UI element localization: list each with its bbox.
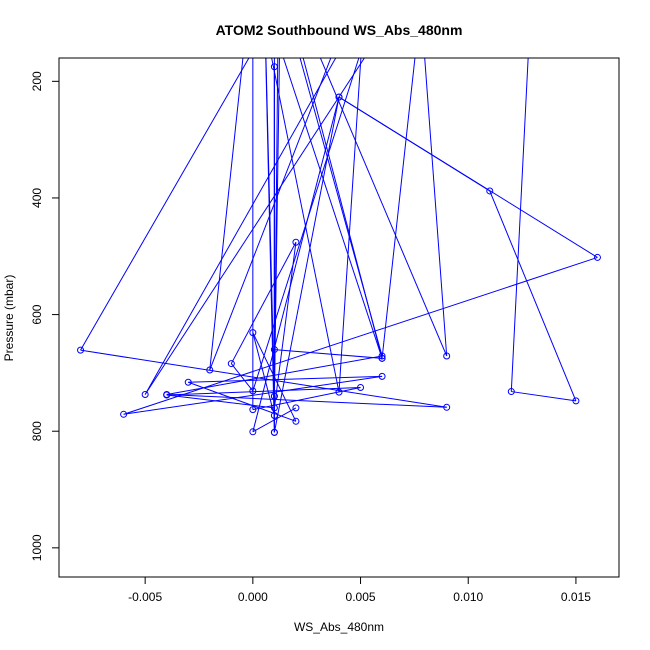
series-line-segment: [166, 394, 275, 409]
plot-frame: [58, 57, 620, 578]
series-line-segment: [510, 58, 529, 392]
chart-title: ATOM2 Southbound WS_Abs_480nm: [216, 22, 463, 38]
series-line-segment: [302, 58, 383, 359]
data-point: [227, 360, 235, 368]
x-tick-label: 0.000: [238, 590, 268, 604]
plot-area: [77, 58, 601, 436]
x-axis-label: WS_Abs_480nm: [294, 620, 384, 634]
x-tick-label: 0.010: [453, 590, 483, 604]
series-line-segment: [489, 190, 577, 402]
data-point: [593, 253, 601, 261]
data-point: [572, 397, 580, 405]
data-point: [335, 388, 343, 396]
series-line-segment: [274, 349, 383, 359]
series-line-segment: [273, 242, 297, 408]
series-line-segment: [209, 58, 244, 371]
data-point: [163, 391, 171, 399]
data-point: [378, 352, 386, 360]
series-line-segment: [252, 58, 360, 392]
data-point: [292, 417, 300, 425]
series-line-segment: [252, 386, 361, 411]
y-tick-label: 200: [30, 71, 44, 91]
series-line-segment: [273, 58, 279, 397]
x-tick-label: 0.005: [346, 590, 376, 604]
data-point: [249, 428, 257, 436]
data-point: [249, 406, 257, 414]
series-line-segment: [252, 96, 340, 432]
y-tick-label: 400: [30, 188, 44, 208]
series-line-segment: [80, 349, 447, 408]
series-line-segment: [80, 58, 250, 351]
data-point: [443, 403, 451, 411]
x-tick-label: -0.005: [128, 590, 162, 604]
series-line-segment: [273, 96, 340, 433]
data-point: [270, 346, 278, 354]
y-tick-label: 800: [30, 421, 44, 441]
data-point: [270, 411, 278, 419]
data-point: [486, 187, 494, 195]
series-line-segment: [144, 58, 337, 395]
series-line-segment: [381, 58, 416, 359]
data-point: [141, 390, 149, 398]
y-tick-label: 600: [30, 304, 44, 324]
data-point: [507, 388, 515, 396]
series-line-segment: [252, 332, 275, 416]
series-line-segment: [282, 58, 383, 359]
series-line-segment: [209, 58, 332, 371]
series-line-segment: [123, 256, 598, 415]
series-line-segment: [144, 58, 365, 395]
axes: -0.005 0.000 0.005 0.010 0.015 200 400 600 800 10…: [30, 57, 620, 604]
series-line-segment: [424, 58, 448, 357]
data-point: [270, 428, 278, 436]
data-point: [270, 392, 278, 400]
x-tick-label: 0.015: [561, 590, 591, 604]
data-point: [120, 410, 128, 418]
data-point: [292, 404, 300, 412]
data-point: [292, 238, 300, 246]
series-line-segment: [338, 96, 491, 192]
data-point: [357, 383, 365, 391]
data-point: [249, 387, 257, 395]
series-line-segment: [338, 58, 362, 393]
y-tick-label: 1000: [30, 534, 44, 561]
series-line-segment: [319, 58, 448, 357]
data-point: [443, 352, 451, 360]
series-line-segment: [271, 58, 340, 393]
data-point: [184, 378, 192, 386]
data-point: [270, 63, 278, 71]
y-axis-label: Pressure (mbar): [2, 275, 16, 362]
series-line-segment: [511, 391, 576, 402]
data-point: [77, 346, 85, 354]
data-point: [378, 372, 386, 380]
data-point: [249, 329, 257, 337]
data-point: [270, 404, 278, 412]
series-line-segment: [188, 375, 383, 383]
data-point: [378, 354, 386, 362]
series-line-segment: [166, 393, 447, 408]
series-line-segment: [252, 407, 297, 433]
data-point: [335, 93, 343, 101]
data-point: [206, 366, 214, 374]
series-line-segment: [230, 242, 297, 364]
series-line-segment: [230, 363, 254, 392]
